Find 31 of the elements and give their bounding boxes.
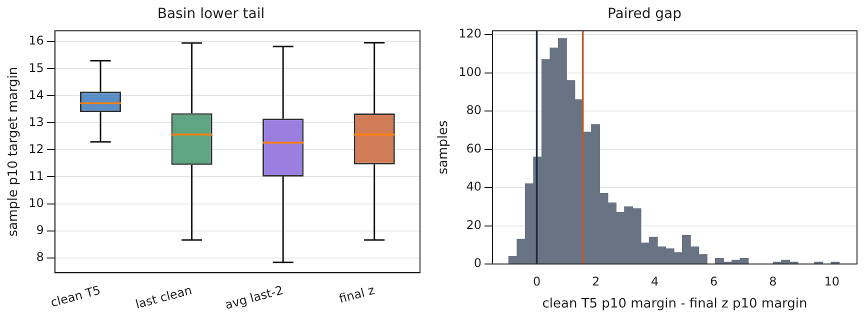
y-tick-label: 80 (466, 103, 482, 118)
x-tick-label: 2 (592, 274, 600, 288)
y-tick-label: 12 (28, 142, 44, 156)
y-tick-label: 16 (28, 34, 44, 48)
y-tick-label: 120 (458, 26, 482, 41)
y-tick-label: 15 (28, 60, 44, 75)
y-tick-label: 11 (28, 168, 44, 183)
y-tick-label: 20 (466, 218, 482, 232)
y-axis-title: sample p10 target margin (6, 66, 22, 237)
y-tick-label: 13 (28, 114, 44, 129)
y-tick-label: 0 (474, 256, 482, 270)
y-tick-label: 10 (28, 196, 44, 210)
x-tick-label: last clean (134, 283, 194, 312)
x-tick-label: 0 (532, 274, 541, 288)
x-axis-title: clean T5 p10 margin - final z p10 margin (542, 296, 808, 312)
chart-title: Basin lower tail (157, 6, 265, 22)
x-tick-label: avg last-2 (224, 283, 285, 312)
y-tick-label: 60 (466, 141, 482, 156)
x-tick-label: clean T5 (49, 283, 102, 310)
x-tick-label: 8 (769, 274, 777, 288)
x-tick-label: final z (338, 283, 376, 306)
chart-title: Paired gap (607, 6, 682, 22)
y-tick-label: 8 (36, 250, 44, 264)
y-axis-title: samples (436, 120, 452, 174)
y-tick-label: 100 (458, 64, 482, 79)
y-tick-label: 14 (28, 88, 44, 102)
x-tick-label: 4 (651, 274, 659, 288)
x-tick-label: 6 (710, 274, 718, 288)
y-tick-label: 9 (36, 222, 44, 237)
x-tick-label: 10 (824, 274, 840, 288)
y-tick-label: 40 (466, 180, 482, 194)
